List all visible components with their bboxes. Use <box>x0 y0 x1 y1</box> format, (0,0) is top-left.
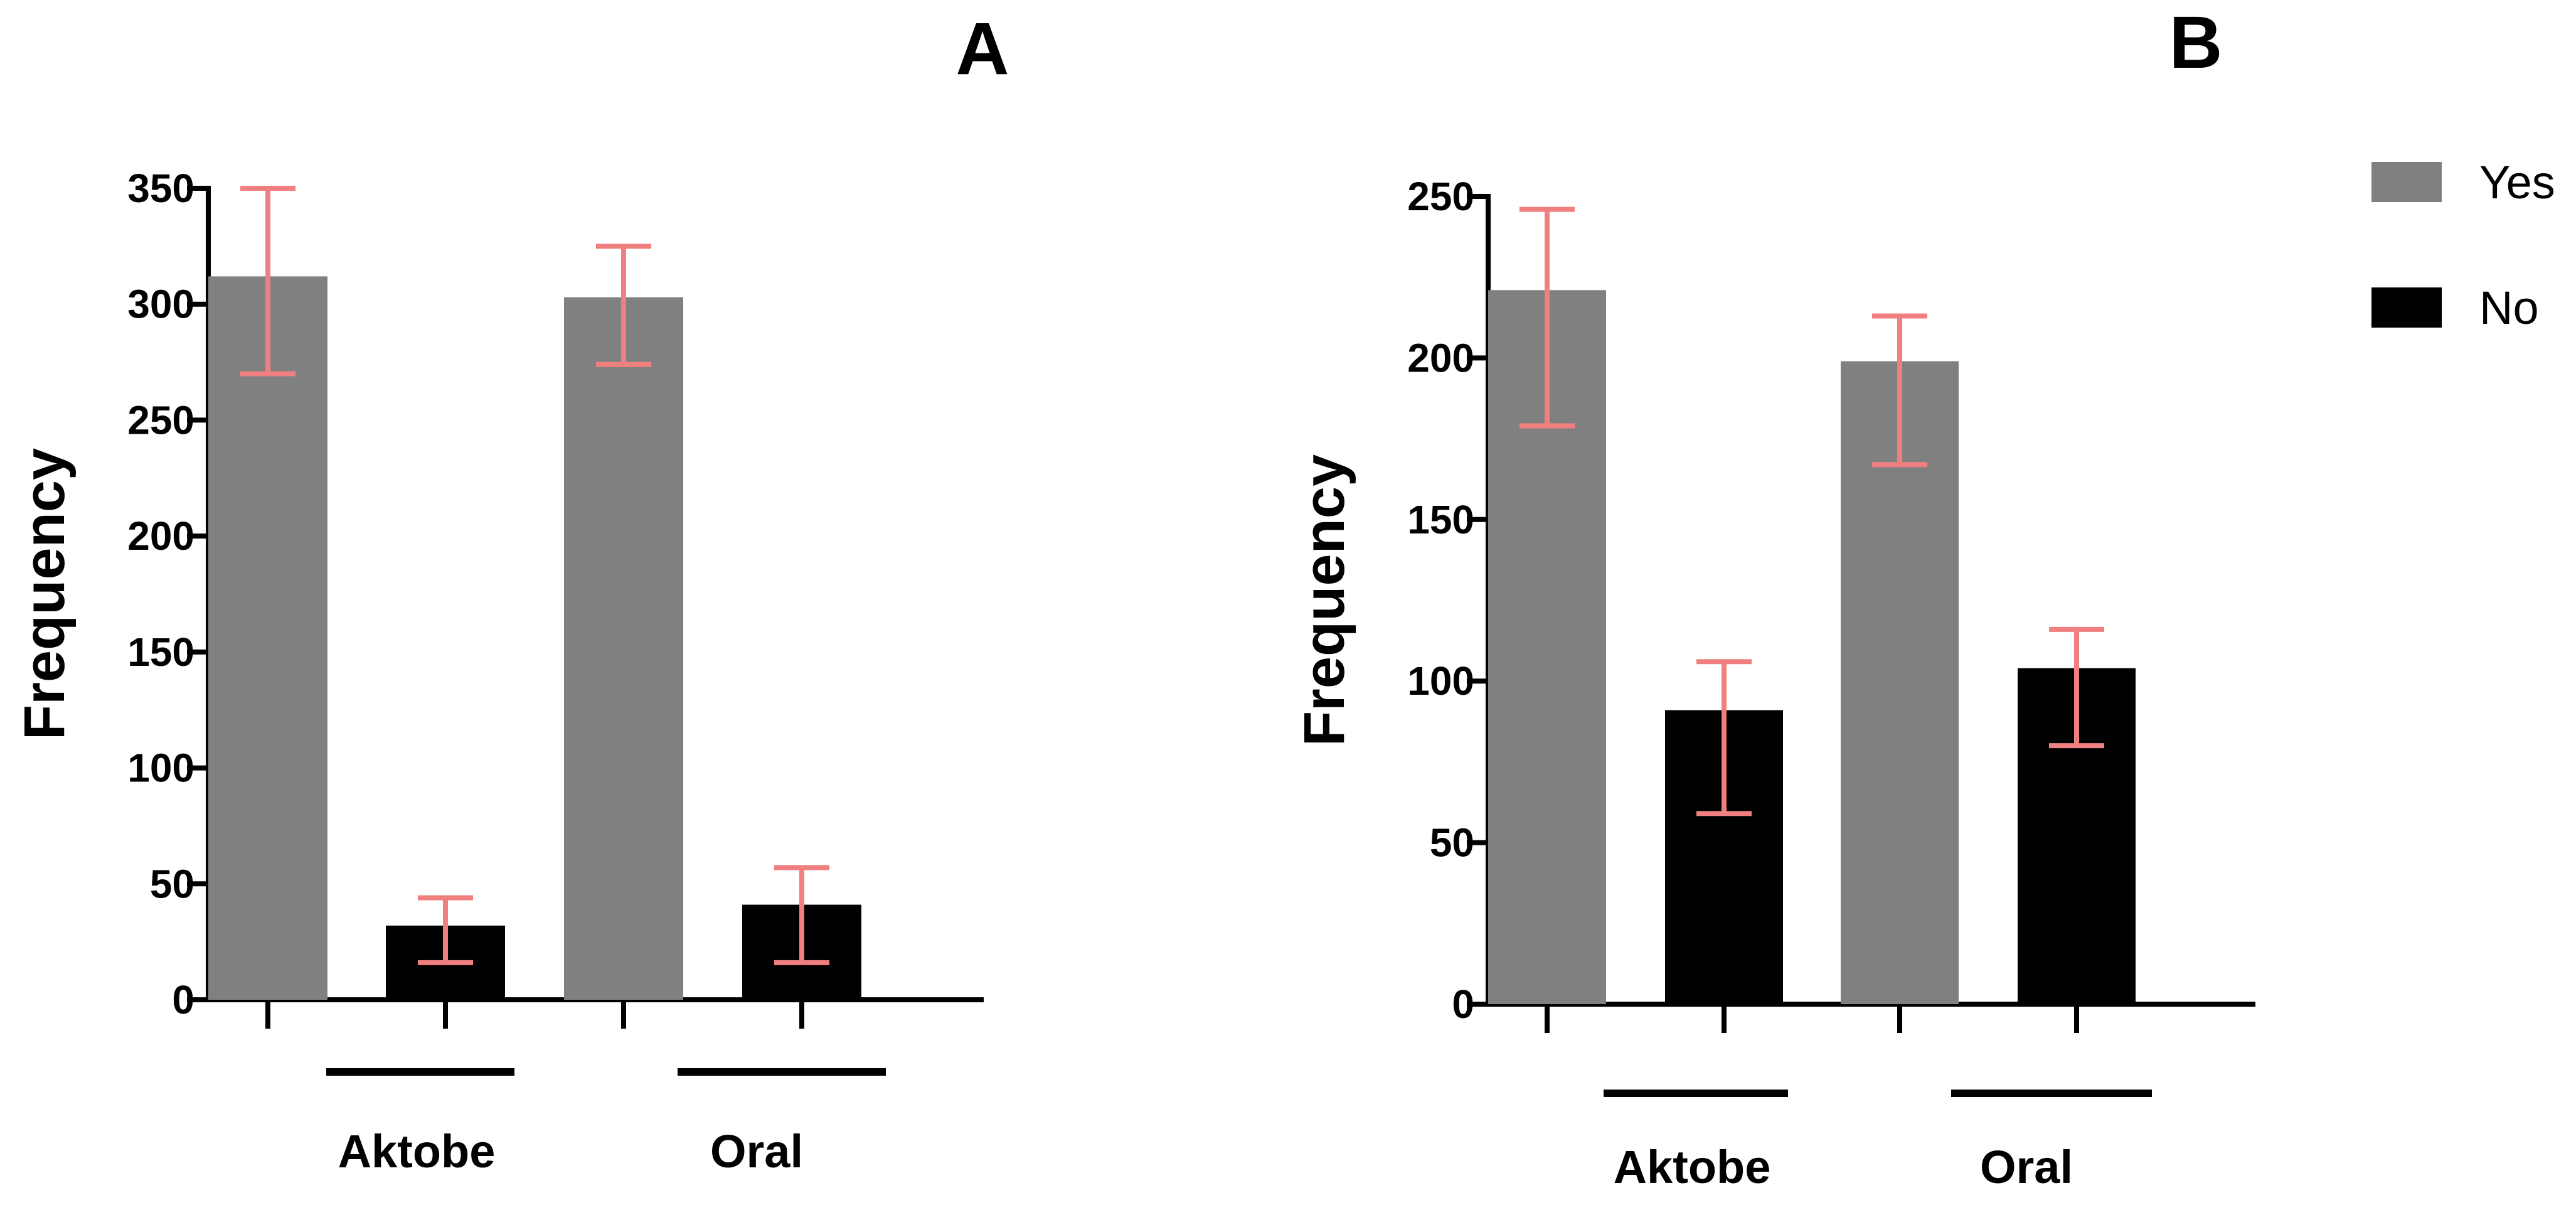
group-label-oral: Oral <box>1980 1141 2073 1193</box>
bar-yes-oral <box>564 297 683 1000</box>
y-tick-label: 100 <box>1407 658 1474 704</box>
y-tick-label: 200 <box>127 513 194 559</box>
y-tick-label: 350 <box>127 166 194 211</box>
panel-b-chart: B 0 50 100 150 200 250 Frequency Aktobe Oral <box>1292 1 2255 1193</box>
chart-title: B <box>2169 1 2222 84</box>
group-label-aktobe: Aktobe <box>1614 1141 1771 1193</box>
y-tick-label: 300 <box>127 282 194 327</box>
y-tick-label: 150 <box>1407 497 1474 542</box>
y-tick-label: 250 <box>1407 174 1474 219</box>
y-tick-label: 0 <box>172 977 194 1022</box>
group-label-aktobe: Aktobe <box>338 1125 496 1177</box>
y-tick-label: 0 <box>1452 982 1474 1027</box>
y-axis-title: Frequency <box>1292 454 1356 746</box>
bar-yes-oral <box>1841 361 1959 1004</box>
legend-swatch-yes <box>2371 162 2442 202</box>
y-tick-label: 150 <box>127 629 194 675</box>
bar-yes-aktobe <box>208 276 327 1000</box>
legend-label-yes: Yes <box>2479 156 2555 208</box>
y-tick-label: 200 <box>1407 335 1474 380</box>
legend-label-no: No <box>2479 282 2539 334</box>
chart-title: A <box>955 8 1009 90</box>
group-label-oral: Oral <box>710 1125 803 1177</box>
y-tick-label: 50 <box>1430 820 1474 865</box>
y-axis-title: Frequency <box>13 448 77 740</box>
legend-swatch-no <box>2371 287 2442 328</box>
legend: Yes No <box>2371 156 2555 334</box>
panel-a-chart: A 0 50 100 150 200 250 300 350 Frequency Aktobe Ora… <box>13 8 1009 1177</box>
y-tick-label: 250 <box>127 397 194 442</box>
y-tick-label: 100 <box>127 746 194 791</box>
y-tick-label: 50 <box>150 861 194 906</box>
